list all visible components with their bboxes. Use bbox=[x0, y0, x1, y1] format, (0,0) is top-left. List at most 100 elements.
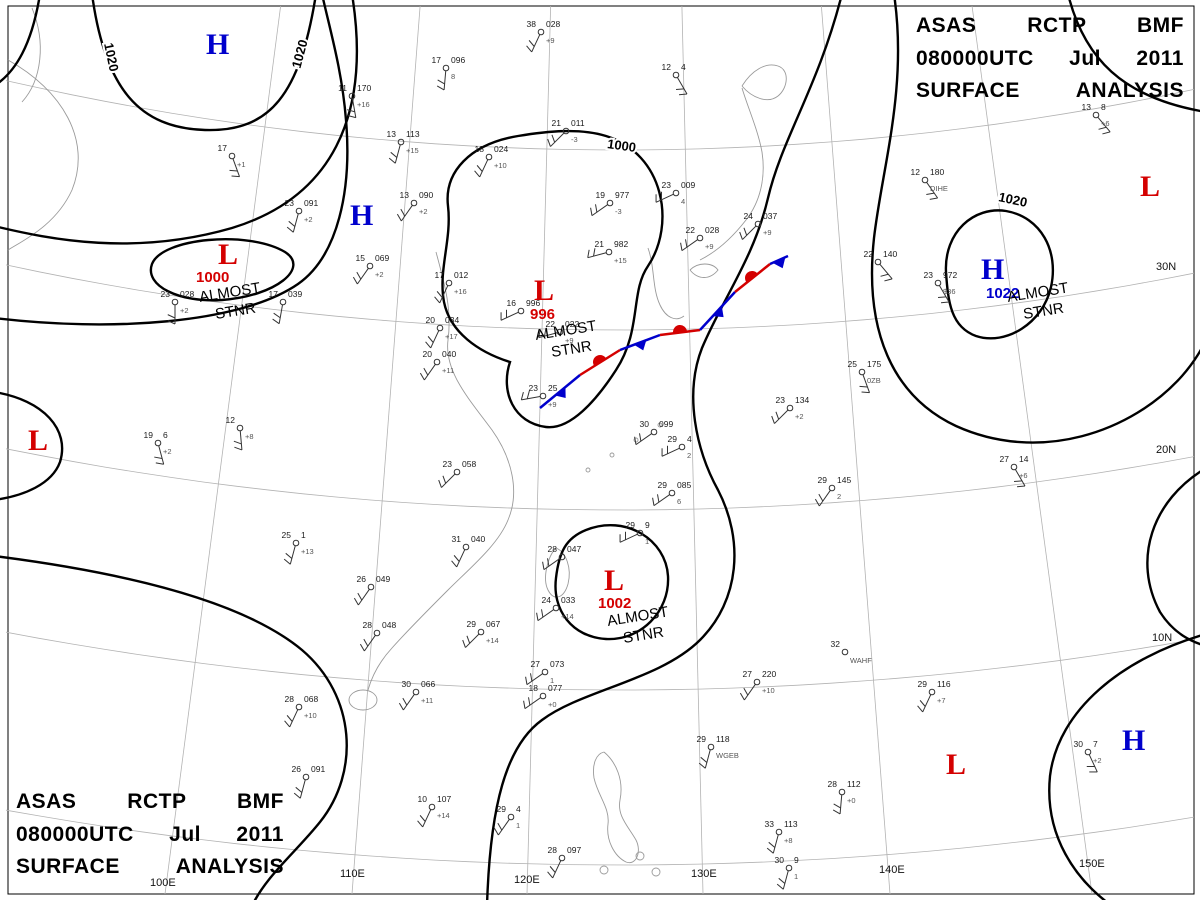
wind-barb bbox=[356, 268, 369, 285]
pressure-centers: HHL1000ALMOSTSTNRL996ALMOSTSTNRH1022ALMO… bbox=[28, 28, 1160, 781]
wind-barb-tick bbox=[634, 436, 637, 445]
longitude-label: 100E bbox=[150, 877, 176, 889]
station-plot: 29 145 2 bbox=[814, 475, 851, 507]
wind-barb-tick bbox=[547, 871, 554, 879]
wind-barb-tick bbox=[538, 329, 541, 338]
wind-barb-tick bbox=[438, 479, 442, 488]
station-plot: 24 033 +14 bbox=[536, 595, 575, 622]
station-temperature: 16 bbox=[507, 298, 517, 308]
coastline-japan-hokkaido bbox=[741, 64, 787, 100]
station-extra: +16 bbox=[454, 287, 467, 296]
longitude-label: 110E bbox=[340, 868, 365, 880]
station-pressure: 099 bbox=[659, 419, 673, 429]
coastline-hainan bbox=[348, 689, 378, 711]
cold-front-triangle-icon bbox=[554, 386, 566, 398]
meridian-line bbox=[526, 5, 552, 895]
station-temperature: 29 bbox=[497, 804, 507, 814]
coastline-japan-kyushu bbox=[689, 263, 719, 278]
wind-barb-tick bbox=[466, 635, 471, 644]
wind-barb-tick bbox=[231, 175, 240, 178]
station-temperature: 27 bbox=[531, 659, 541, 669]
wind-barb bbox=[635, 433, 652, 446]
station-temperature: 10 bbox=[418, 794, 428, 804]
front-segment-warm bbox=[579, 348, 621, 377]
wind-barb-tick bbox=[234, 446, 243, 451]
station-plot: 22 022 +9 bbox=[538, 319, 579, 345]
station-plot: 15 069 +2 bbox=[352, 253, 389, 285]
station-temperature: 19 bbox=[144, 430, 154, 440]
station-temperature: 13 bbox=[400, 190, 410, 200]
station-plot: 23 25 +9 bbox=[520, 383, 558, 409]
wind-barb-tick bbox=[547, 558, 550, 567]
station-extra: -3 bbox=[615, 207, 622, 216]
station-circle bbox=[433, 358, 441, 366]
station-temperature: 28 bbox=[285, 694, 295, 704]
station-extra: +13 bbox=[301, 547, 314, 556]
wind-barb-tick bbox=[652, 497, 655, 506]
station-extra: WGEB bbox=[716, 751, 739, 760]
station-plot: 21 982 +15 bbox=[587, 239, 628, 265]
station-circle bbox=[410, 199, 418, 207]
station-plot: 12 180 DIHE bbox=[911, 167, 948, 200]
wind-barb bbox=[704, 749, 711, 769]
station-pressure: 047 bbox=[567, 544, 581, 554]
wind-barb bbox=[289, 709, 299, 728]
wind-barb-tick bbox=[675, 88, 685, 91]
station-extra: +10 bbox=[762, 686, 775, 695]
wind-barb-tick bbox=[390, 151, 398, 158]
station-plot: 29 067 +14 bbox=[462, 619, 500, 648]
wind-barb-tick bbox=[295, 786, 303, 793]
station-plot: 29 4 1 bbox=[493, 804, 521, 836]
wind-barb-tick bbox=[541, 609, 544, 618]
station-temperature: 30 bbox=[1074, 739, 1084, 749]
title-block-top-right: ASAS RCTP BMF 080000UTC Jul 2011 SURFACE… bbox=[916, 10, 1184, 108]
station-extra: -3 bbox=[571, 135, 578, 144]
station-extra: +9 bbox=[546, 36, 555, 45]
station-circle bbox=[428, 803, 436, 811]
station-pressure: 028 bbox=[180, 289, 194, 299]
isobar-value-label: 1020 bbox=[101, 41, 122, 72]
station-temperature: 33 bbox=[765, 819, 775, 829]
station-extra: $36 bbox=[943, 287, 956, 296]
wind-barb bbox=[456, 549, 466, 568]
pressure-center-l: L bbox=[28, 424, 48, 457]
station-extra: 1 bbox=[794, 872, 798, 881]
station-circle bbox=[295, 703, 303, 711]
station-pressure: 996 bbox=[526, 298, 540, 308]
coastline-philippines-island bbox=[599, 865, 609, 875]
station-pressure: 022 bbox=[565, 319, 579, 329]
wind-barb-tick bbox=[352, 276, 358, 285]
station-temperature: 23 bbox=[161, 289, 171, 299]
meridian-line bbox=[971, 5, 1093, 895]
station-circle bbox=[295, 207, 303, 215]
wind-barb-tick bbox=[1098, 126, 1107, 130]
station-plot: 12 4 bbox=[662, 62, 688, 96]
station-temperature: 30 bbox=[775, 855, 785, 865]
station-temperature: 29 bbox=[818, 475, 828, 485]
wind-barb-tick bbox=[346, 109, 355, 113]
station-extra: 1 bbox=[550, 676, 554, 685]
station-plot: 28 112 +0 bbox=[828, 779, 861, 815]
wind-barb-tick bbox=[437, 79, 445, 85]
longitude-label: 130E bbox=[691, 868, 717, 880]
station-temperature: 13 bbox=[387, 129, 397, 139]
station-temperature: 30 bbox=[402, 679, 412, 689]
station-pressure: 073 bbox=[550, 659, 564, 669]
wind-barb-tick bbox=[523, 700, 526, 709]
wind-barb-tick bbox=[288, 220, 296, 227]
station-plot: 28 068 +10 bbox=[284, 694, 318, 728]
wind-barb-tick bbox=[884, 278, 893, 282]
wind-barb-tick bbox=[536, 612, 539, 621]
station-circle bbox=[537, 28, 545, 36]
wind-barb-tick bbox=[419, 372, 425, 381]
station-extra: +2 bbox=[163, 447, 172, 456]
station-circle bbox=[1084, 748, 1092, 756]
station-extra: +6 bbox=[1019, 471, 1028, 480]
wind-barb-tick bbox=[1102, 131, 1111, 135]
wind-barb bbox=[357, 589, 370, 606]
isobar-right-outer bbox=[870, 0, 1200, 444]
station-temperature: 28 bbox=[548, 544, 558, 554]
station-plot: 30 066 +11 bbox=[398, 679, 435, 711]
wind-barb-tick bbox=[771, 415, 775, 424]
station-plot: 13 8 +6 bbox=[1082, 102, 1111, 135]
